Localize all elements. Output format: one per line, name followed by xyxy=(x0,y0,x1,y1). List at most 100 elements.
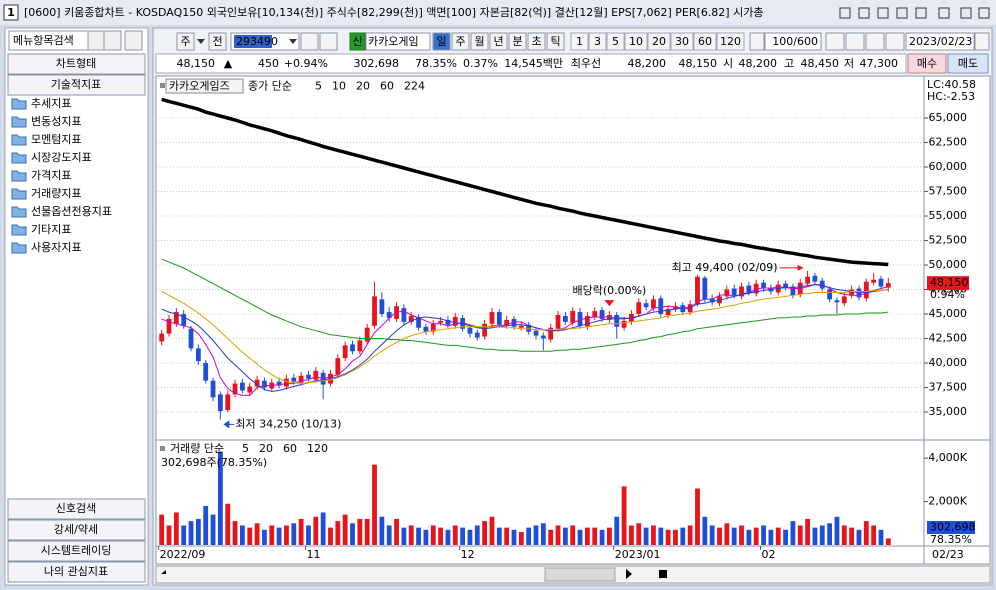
buy-label[interactable]: 매수 xyxy=(917,57,937,70)
dropdown[interactable] xyxy=(197,39,205,44)
interval-label[interactable]: 주 xyxy=(455,35,465,48)
interval-label[interactable]: 월 xyxy=(474,35,484,48)
interval-label[interactable]: 년 xyxy=(493,35,503,48)
volume-bar xyxy=(658,527,664,545)
sell-button[interactable] xyxy=(947,53,989,74)
candle-body xyxy=(262,380,267,388)
folder-label[interactable]: 사용자지표 xyxy=(31,241,82,254)
interval-button[interactable] xyxy=(489,32,508,51)
title-control[interactable] xyxy=(938,7,950,19)
candle-body xyxy=(408,315,414,322)
section-button[interactable] xyxy=(7,540,146,562)
sidebar-button[interactable] xyxy=(124,30,143,51)
candle-body xyxy=(812,275,818,282)
folder-label[interactable]: 기타지표 xyxy=(31,223,71,236)
multiplier-button[interactable] xyxy=(647,32,671,51)
buy-button[interactable] xyxy=(907,53,947,74)
section-header[interactable] xyxy=(7,53,146,75)
folder-label[interactable]: 추세지표 xyxy=(31,97,71,110)
multiplier-button[interactable] xyxy=(693,32,717,51)
section-label[interactable]: 나의 관심지표 xyxy=(44,565,108,578)
interval-button[interactable] xyxy=(527,32,546,51)
interval-label[interactable]: 틱 xyxy=(550,35,560,48)
multiplier-label[interactable]: 20 xyxy=(652,35,666,48)
dropdown[interactable] xyxy=(289,39,297,44)
section-header[interactable] xyxy=(7,74,146,96)
tool-button[interactable] xyxy=(845,32,865,51)
volume-bar xyxy=(166,525,172,545)
title-control[interactable] xyxy=(839,7,851,19)
multiplier-button[interactable] xyxy=(716,32,745,51)
section-label[interactable]: 차트형태 xyxy=(56,57,96,70)
candle-body xyxy=(210,380,216,398)
multiplier-label[interactable]: 120 xyxy=(720,35,741,48)
interval-label[interactable]: 일 xyxy=(436,34,446,48)
section-button[interactable] xyxy=(7,498,146,520)
multiplier-label[interactable]: 1 xyxy=(576,35,583,48)
date-box[interactable] xyxy=(905,32,975,51)
section-label[interactable]: 신호검색 xyxy=(56,502,96,515)
tool-button[interactable] xyxy=(885,32,905,51)
count-box[interactable] xyxy=(764,32,822,51)
candle-body xyxy=(445,319,451,325)
multiplier-button[interactable] xyxy=(588,32,607,51)
volume-bar xyxy=(717,527,722,545)
stop-button[interactable] xyxy=(659,570,667,578)
interval-button[interactable] xyxy=(546,32,565,51)
title-control[interactable] xyxy=(896,7,908,19)
multiplier-button[interactable] xyxy=(606,32,625,51)
scroll-right[interactable] xyxy=(626,569,632,579)
scroll-thumb[interactable] xyxy=(544,567,616,582)
folder-label[interactable]: 시장강도지표 xyxy=(31,151,92,164)
sidebar-button[interactable] xyxy=(87,30,106,51)
legend-entry: 60 xyxy=(380,80,394,93)
period-box[interactable] xyxy=(176,32,195,51)
section-label[interactable]: 강세/약세 xyxy=(54,522,98,536)
scope-box[interactable] xyxy=(208,32,227,51)
multiplier-label[interactable]: 60 xyxy=(698,35,712,48)
title-control[interactable] xyxy=(858,7,870,19)
title-control[interactable] xyxy=(915,7,927,19)
multiplier-label[interactable]: 10 xyxy=(629,35,643,48)
date-picker[interactable] xyxy=(974,32,990,51)
multiplier-label[interactable]: 3 xyxy=(594,35,601,48)
multiplier-button[interactable] xyxy=(624,32,648,51)
folder-label[interactable]: 가격지표 xyxy=(31,169,71,182)
interval-label[interactable]: 분 xyxy=(512,35,522,48)
interval-button[interactable] xyxy=(451,32,470,51)
candle-body xyxy=(841,296,847,304)
tool-button[interactable] xyxy=(825,32,845,51)
sidebar-button[interactable] xyxy=(103,30,122,51)
interval-button[interactable] xyxy=(470,32,489,51)
multiplier-button[interactable] xyxy=(570,32,589,51)
title-control[interactable] xyxy=(978,7,990,19)
folder-label[interactable]: 선물옵션전용지표 xyxy=(31,205,112,218)
folder-label[interactable]: 변동성지표 xyxy=(31,115,82,128)
tool-button[interactable] xyxy=(865,32,885,51)
candle-body xyxy=(885,283,891,288)
section-label[interactable]: 기술적지표 xyxy=(51,78,102,91)
tool-button[interactable] xyxy=(300,32,319,51)
section-button[interactable] xyxy=(7,519,146,541)
interval-button[interactable] xyxy=(508,32,527,51)
sell-label[interactable]: 매도 xyxy=(958,57,978,70)
multiplier-label[interactable]: 5 xyxy=(612,35,619,48)
multiplier-label[interactable]: 30 xyxy=(675,35,689,48)
folder-label[interactable]: 거래량지표 xyxy=(31,187,82,200)
candle-body xyxy=(709,298,715,303)
interval-label[interactable]: 초 xyxy=(531,35,541,48)
y-tick-label: 42,500 xyxy=(929,332,968,345)
interval-button[interactable] xyxy=(432,32,451,51)
section-label[interactable]: 시스템트레이딩 xyxy=(41,544,112,557)
section-button[interactable] xyxy=(7,561,146,583)
tool-button[interactable] xyxy=(749,32,765,51)
title-control[interactable] xyxy=(877,7,889,19)
candle-body xyxy=(474,332,480,338)
volume-bar xyxy=(673,529,678,545)
folder-label[interactable]: 모멘텀지표 xyxy=(31,133,82,146)
scroll-left[interactable] xyxy=(161,570,166,578)
title-control[interactable] xyxy=(960,7,972,19)
multiplier-button[interactable] xyxy=(670,32,694,51)
candle-body xyxy=(504,319,510,326)
tool-button[interactable] xyxy=(319,32,338,51)
